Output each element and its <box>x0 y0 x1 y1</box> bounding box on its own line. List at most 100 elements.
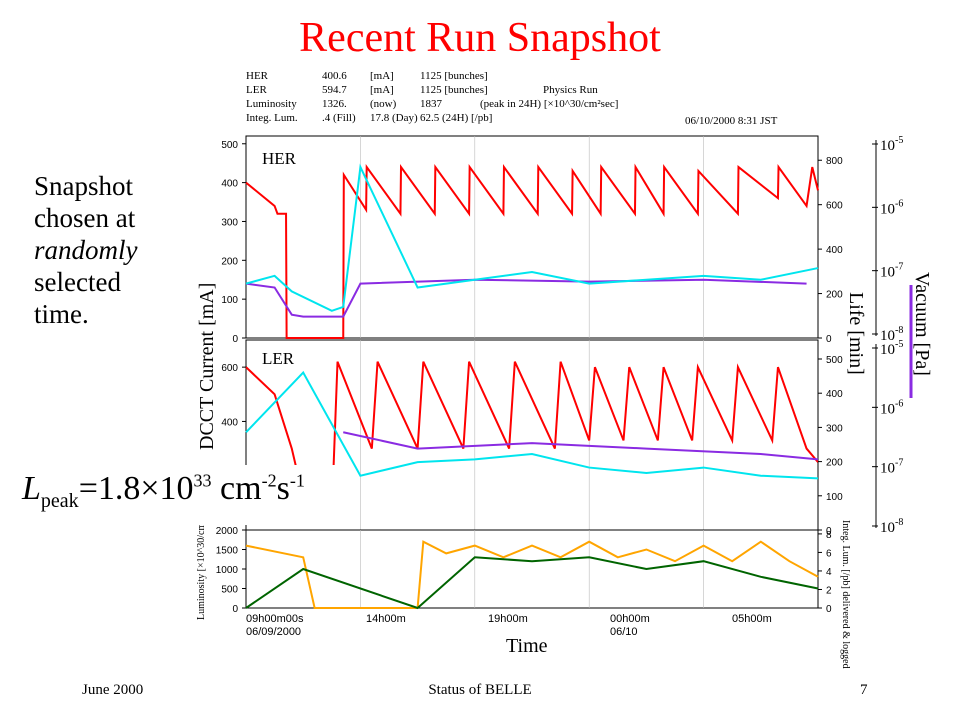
time-xlabel: Time <box>506 635 548 657</box>
vacuum-tick-exp: -8 <box>895 325 903 336</box>
physics-run-label: Physics Run <box>543 84 598 96</box>
y2-tick-label: 400 <box>826 389 843 400</box>
vacuum-tick-label: 10-5 <box>880 339 903 358</box>
y2-tick-label: 100 <box>826 492 843 503</box>
time-tick-label: 06/09/2000 <box>246 626 301 638</box>
header-cell: Integ. Lum. <box>246 112 298 124</box>
series-line <box>245 540 819 609</box>
y-tick-label: 100 <box>221 295 238 306</box>
footer-date: June 2000 <box>82 682 144 698</box>
time-tick-label: 19h00m <box>488 613 528 625</box>
header-cell: .4 (Fill) <box>322 112 356 124</box>
y2-tick-label: 400 <box>826 245 843 256</box>
y-tick-label: 600 <box>221 363 238 374</box>
y2-tick-label: 300 <box>826 423 843 434</box>
ler-panel-label: LER <box>262 349 295 368</box>
y2-tick-label: 0 <box>826 526 832 537</box>
header-cell: 400.6 <box>322 70 347 82</box>
vacuum-tick-exp: -8 <box>895 517 903 528</box>
her-ylabel: DCCT Current [mA] <box>196 283 218 450</box>
y-tick-label: 500 <box>221 585 238 596</box>
formula-unit-exp1: -2 <box>261 470 277 491</box>
formula-lhs: L <box>22 470 41 507</box>
header-cell: 1125 [bunches] <box>420 70 488 82</box>
series-line <box>245 278 807 318</box>
header-cell: (peak in 24H) [×10^30/cm²sec] <box>480 98 618 110</box>
series-line <box>245 556 819 610</box>
y-tick-label: 500 <box>221 140 238 151</box>
vacuum-label: Vacuum [Pa] <box>911 272 933 376</box>
header-cell: 1837 <box>420 98 443 110</box>
header-cell: HER <box>246 70 269 82</box>
y-tick-label: 200 <box>221 256 238 267</box>
integ-ylabel: Integ. Lum. [/pb] delivered & logged <box>840 520 851 669</box>
y2-tick-label: 600 <box>826 201 843 212</box>
y2-tick-label: 2 <box>826 585 832 596</box>
vacuum-tick-label: 10-5 <box>880 135 903 154</box>
note-line: time. <box>34 299 89 329</box>
axes: 0100200300400500020040060080010-810-710-… <box>216 135 904 615</box>
series-line <box>245 361 819 516</box>
y2-tick-label: 4 <box>826 567 832 578</box>
vacuum-tick-exp: -6 <box>895 198 903 209</box>
slide-number: 7 <box>860 682 868 698</box>
time-tick-label: 05h00m <box>732 613 772 625</box>
timestamp: 06/10/2000 8:31 JST <box>685 115 778 127</box>
header-cell: [mA] <box>370 84 394 96</box>
header-cell: Luminosity <box>246 98 297 110</box>
header-cell: [mA] <box>370 70 394 82</box>
time-tick-label: 06/10 <box>610 626 638 638</box>
header-cell: 594.7 <box>322 84 347 96</box>
vacuum-tick-label: 10-7 <box>880 262 903 281</box>
series-line <box>245 370 819 480</box>
header-cell: (now) <box>370 98 397 110</box>
slide-title: Recent Run Snapshot <box>299 15 661 61</box>
header-cell: 62.5 (24H) [/pb] <box>420 112 492 124</box>
note-line: chosen at <box>34 203 136 233</box>
y-tick-label: 400 <box>221 179 238 190</box>
formula-units: cm <box>211 470 262 507</box>
vacuum-tick-exp: -5 <box>895 339 903 350</box>
panel-frame <box>245 135 819 339</box>
y2-tick-label: 800 <box>826 156 843 167</box>
series-line <box>343 431 819 461</box>
y2-tick-label: 0 <box>826 334 832 345</box>
vacuum-tick-exp: -7 <box>895 262 903 273</box>
formula-unit-s: s <box>276 470 290 507</box>
y2-tick-label: 6 <box>826 548 832 559</box>
plot-lines <box>245 163 819 610</box>
footer-title: Status of BELLE <box>428 682 532 698</box>
y2-tick-label: 200 <box>826 458 843 469</box>
vacuum-tick-exp: -7 <box>895 458 903 469</box>
side-note: Snapshot chosen at randomly selected tim… <box>34 170 164 330</box>
y-tick-label: 0 <box>232 604 238 615</box>
y-tick-label: 1000 <box>216 565 239 576</box>
note-line: randomly <box>34 235 138 265</box>
header-cell: 1326. <box>322 98 347 110</box>
formula-unit-exp2: -1 <box>289 470 305 491</box>
formula-rhs: =1.8×10 <box>78 470 194 507</box>
time-tick-label: 09h00m00s <box>246 613 304 625</box>
y2-tick-label: 0 <box>826 604 832 615</box>
note-line: selected <box>34 267 121 297</box>
vacuum-tick-exp: -5 <box>895 135 903 146</box>
vacuum-tick-label: 10-7 <box>880 458 903 477</box>
time-tick-label: 00h00m <box>610 613 650 625</box>
formula-exp: 33 <box>193 470 212 491</box>
y-tick-label: 300 <box>221 217 238 228</box>
header-cell: 17.8 (Day) <box>370 112 418 124</box>
y-tick-label: 2000 <box>216 526 239 537</box>
vacuum-tick-exp: -6 <box>895 398 903 409</box>
y-tick-label: 1500 <box>216 546 239 557</box>
series-line <box>245 163 819 339</box>
time-tick-label: 14h00m <box>366 613 406 625</box>
header-table: HER 400.6 [mA] 1125 [bunches] LER 594.7 [mA] 11… <box>246 70 618 124</box>
y-tick-label: 0 <box>232 334 238 345</box>
vacuum-tick-label: 10-6 <box>880 398 903 417</box>
lum-ylabel: Luminosity [×10^30/cm²sec] <box>196 504 207 620</box>
formula-sub: peak <box>40 489 79 512</box>
vacuum-tick-label: 10-6 <box>880 198 903 217</box>
y2-tick-label: 8 <box>826 530 832 541</box>
